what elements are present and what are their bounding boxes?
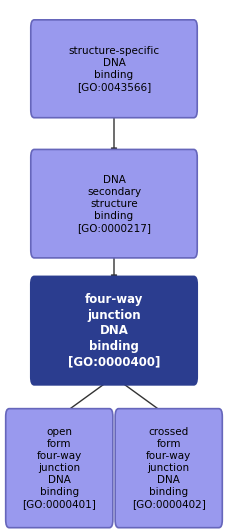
Text: open
form
four-way
junction
DNA
binding
[GO:0000401]: open form four-way junction DNA binding … (22, 427, 96, 509)
FancyBboxPatch shape (6, 408, 112, 528)
Text: DNA
secondary
structure
binding
[GO:0000217]: DNA secondary structure binding [GO:0000… (77, 175, 150, 233)
Text: crossed
form
four-way
junction
DNA
binding
[GO:0000402]: crossed form four-way junction DNA bindi… (131, 427, 205, 509)
FancyBboxPatch shape (115, 408, 221, 528)
Text: structure-specific
DNA
binding
[GO:0043566]: structure-specific DNA binding [GO:00435… (68, 46, 159, 92)
FancyBboxPatch shape (31, 20, 196, 118)
Text: four-way
junction
DNA
binding
[GO:0000400]: four-way junction DNA binding [GO:000040… (67, 293, 160, 368)
FancyBboxPatch shape (31, 276, 196, 385)
FancyBboxPatch shape (31, 150, 196, 258)
